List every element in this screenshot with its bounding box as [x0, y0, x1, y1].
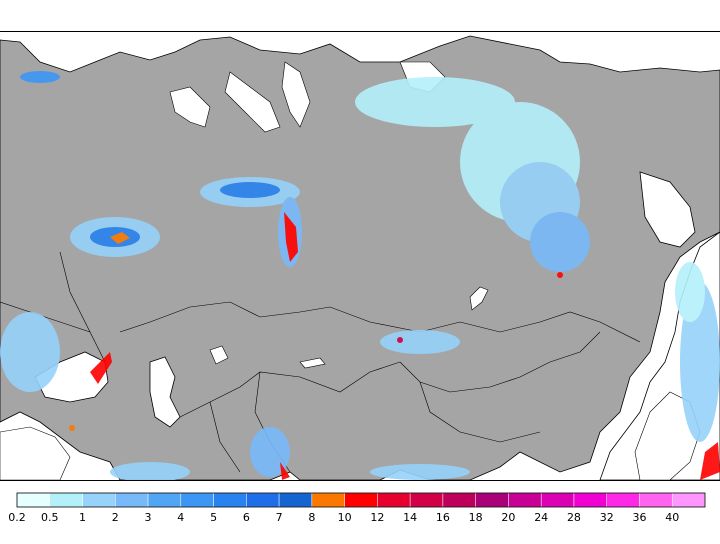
legend-swatch — [246, 492, 280, 508]
lake-baikal — [469, 286, 489, 311]
white-sea — [169, 86, 211, 128]
legend-tick-label: 0.5 — [41, 511, 59, 524]
japan-sea — [634, 391, 701, 480]
black-sea — [34, 351, 109, 403]
legend-swatch — [442, 492, 476, 508]
legend-colorbar: 0.2 0.5 1 2 3 4 5 6 7 8 10 12 14 16 18 20 24 28 32 36 40 — [8, 492, 706, 524]
legend-tick-label: 20 — [501, 511, 515, 524]
legend-swatch — [213, 492, 247, 508]
legend-tick-label: 4 — [177, 511, 184, 524]
legend-tick-label: 3 — [145, 511, 152, 524]
legend-tick-label: 32 — [600, 511, 614, 524]
map-canvas — [0, 32, 720, 480]
balkhash-lake — [299, 357, 326, 369]
legend-swatch — [115, 492, 149, 508]
legend-tick-label: 28 — [567, 511, 581, 524]
legend-tick-label: 40 — [665, 511, 679, 524]
legend-tick-label: 12 — [370, 511, 384, 524]
legend-swatch — [409, 492, 444, 508]
sea-of-okhotsk — [639, 171, 696, 248]
mediterranean — [0, 426, 71, 480]
legend-swatch — [671, 492, 706, 508]
legend-swatch — [278, 492, 313, 508]
aral-sea — [209, 345, 229, 365]
legend-tick-label: 6 — [243, 511, 250, 524]
legend-tick-label: 2 — [112, 511, 119, 524]
legend-tick-label: 5 — [210, 511, 217, 524]
legend-swatch — [475, 492, 509, 508]
legend-swatch — [82, 492, 116, 508]
legend-tick-label: 0.2 — [8, 511, 26, 524]
legend-swatch — [344, 492, 378, 508]
legend-swatch — [508, 492, 542, 508]
legend: 0.2 0.5 1 2 3 4 5 6 7 8 10 12 14 16 18 20 24 28 32 36 40 — [0, 486, 720, 540]
legend-swatch — [377, 492, 411, 508]
legend-swatch — [639, 492, 673, 508]
country-borders — [0, 251, 641, 473]
legend-tick-label: 1 — [79, 511, 86, 524]
legend-swatch — [573, 492, 607, 508]
kara-bay — [281, 61, 311, 128]
legend-tick-label: 7 — [276, 511, 283, 524]
legend-swatch — [49, 492, 83, 508]
legend-swatch — [180, 492, 214, 508]
legend-tick-label: 10 — [338, 511, 352, 524]
legend-swatch — [147, 492, 182, 508]
legend-tick-label: 14 — [403, 511, 417, 524]
legend-frame — [16, 492, 706, 508]
legend-swatch — [311, 492, 345, 508]
legend-swatch — [540, 492, 575, 508]
legend-tick-label: 16 — [436, 511, 450, 524]
precipitation-map — [0, 31, 720, 481]
legend-tick-label: 18 — [469, 511, 483, 524]
legend-tick-label: 36 — [632, 511, 646, 524]
legend-tick-label: 24 — [534, 511, 548, 524]
precipitation-layer — [0, 71, 720, 480]
legend-swatch — [606, 492, 640, 508]
novaya-zemlya-gap — [224, 71, 281, 133]
legend-swatch — [16, 492, 51, 508]
legend-tick-label: 8 — [308, 511, 315, 524]
